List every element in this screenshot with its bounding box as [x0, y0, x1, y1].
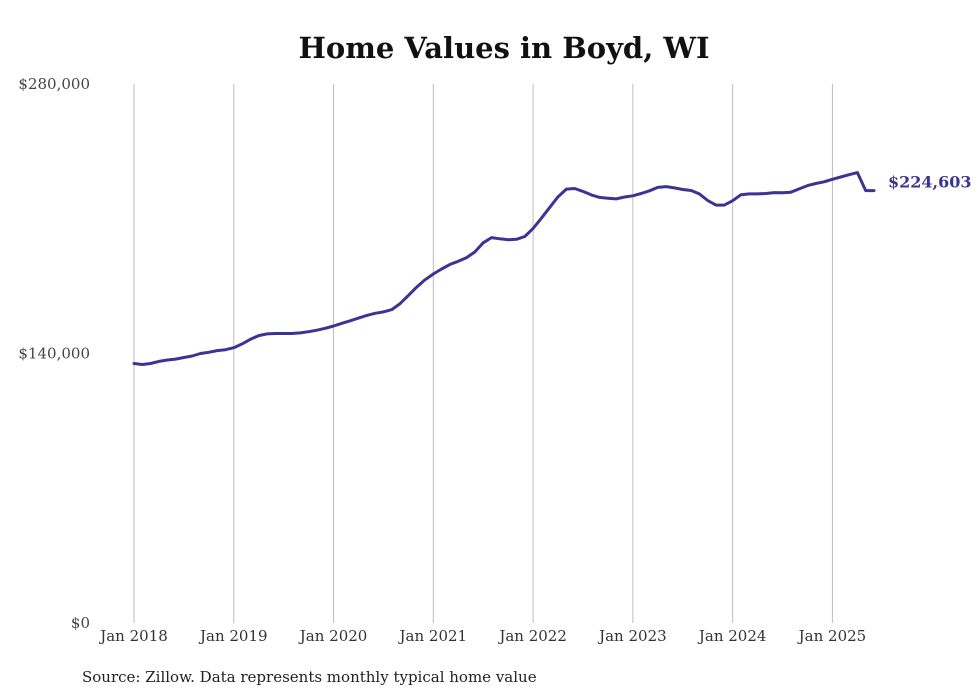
x-tick-label: Jan 2020 — [298, 627, 368, 645]
x-axis: Jan 2018 Jan 2019 Jan 2020 Jan 2021 Jan 2022… — [98, 627, 866, 645]
x-tick-label: Jan 2024 — [697, 627, 767, 645]
end-value-label-group: $224,603 — [888, 173, 972, 192]
gridlines — [133, 84, 833, 623]
x-tick-label: Jan 2025 — [797, 627, 867, 645]
y-tick-label: $140,000 — [18, 345, 90, 363]
series-line-0 — [132, 171, 876, 366]
series-group — [132, 171, 876, 366]
x-tick-label: Jan 2021 — [398, 627, 468, 645]
x-tick-label: Jan 2022 — [497, 627, 567, 645]
source-note: Source: Zillow. Data represents monthly … — [82, 668, 537, 686]
y-tick-label: $280,000 — [18, 75, 90, 93]
x-tick-label: Jan 2018 — [98, 627, 168, 645]
y-tick-label: $0 — [71, 614, 90, 632]
x-tick-label: Jan 2019 — [198, 627, 268, 645]
x-tick-label: Jan 2023 — [597, 627, 667, 645]
end-value-label: $224,603 — [888, 173, 972, 192]
chart-title: Home Values in Boyd, WI — [298, 31, 709, 65]
y-axis: $0 $140,000 $280,000 — [18, 75, 90, 632]
